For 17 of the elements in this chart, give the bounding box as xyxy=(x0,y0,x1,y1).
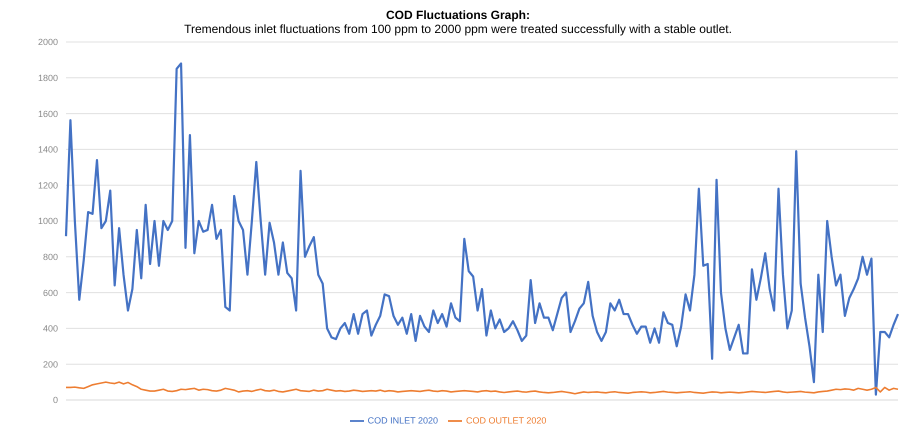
y-tick-label: 600 xyxy=(42,288,58,298)
y-tick-label: 1800 xyxy=(38,72,58,83)
y-tick-label: 0 xyxy=(52,395,58,406)
legend-label: COD INLET 2020 xyxy=(368,415,438,426)
chart-title: COD Fluctuations Graph: xyxy=(385,8,531,22)
legend-label: COD OUTLET 2020 xyxy=(466,415,546,426)
y-tick-label: 200 xyxy=(42,359,58,370)
y-tick-label: 2000 xyxy=(38,37,58,48)
y-tick-label: 1400 xyxy=(38,144,58,155)
y-tick-label: 800 xyxy=(42,252,58,262)
line-series xyxy=(65,381,899,395)
y-tick-label: 1600 xyxy=(38,108,58,119)
line-series xyxy=(64,62,900,396)
y-tick-label: 400 xyxy=(42,324,58,334)
y-tick-label: 1000 xyxy=(38,216,58,226)
chart-subtitle: Tremendous inlet fluctuations from 100 ppm to 2000 ppm were treated successfully with a stable outlet. xyxy=(183,22,733,36)
y-tick-label: 1200 xyxy=(38,180,58,190)
